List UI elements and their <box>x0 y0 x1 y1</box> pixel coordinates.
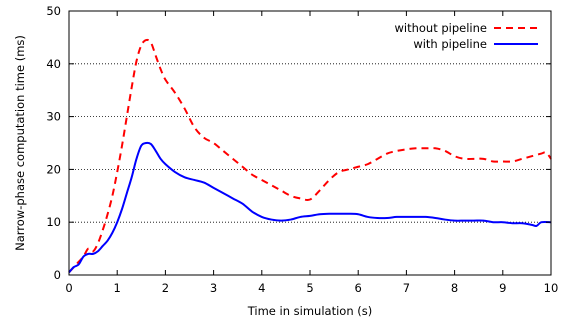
series-lines <box>68 38 552 274</box>
y-tick-label: 0 <box>54 268 61 282</box>
x-tick-label: 0 <box>65 281 72 295</box>
legend-label-with-pipeline: with pipeline <box>413 37 487 51</box>
legend: without pipeline with pipeline <box>394 21 538 51</box>
y-tick-label: 30 <box>46 110 61 124</box>
x-tick-label: 3 <box>210 281 217 295</box>
series-line-without-pipeline <box>68 38 552 274</box>
axis-ticks: 0 1 2 3 4 5 6 7 8 9 10 0 10 20 30 40 50 <box>46 4 558 295</box>
y-axis-label: Narrow-phase computation time (ms) <box>13 35 27 251</box>
y-tick-label: 20 <box>46 162 61 176</box>
x-tick-label: 8 <box>451 281 458 295</box>
x-axis-label: Time in simulation (s) <box>247 304 373 318</box>
y-tick-label: 50 <box>46 4 61 18</box>
x-tick-label: 4 <box>258 281 265 295</box>
y-tick-label: 40 <box>46 57 61 71</box>
legend-label-without-pipeline: without pipeline <box>394 21 487 35</box>
y-tick-label: 10 <box>46 215 61 229</box>
x-tick-label: 1 <box>114 281 121 295</box>
x-tick-label: 5 <box>306 281 313 295</box>
x-tick-label: 6 <box>355 281 362 295</box>
x-tick-label: 7 <box>403 281 410 295</box>
x-tick-label: 9 <box>499 281 506 295</box>
x-tick-label: 2 <box>162 281 169 295</box>
x-tick-label: 10 <box>544 281 559 295</box>
series-line-with-pipeline <box>68 141 552 274</box>
gridlines <box>69 63 551 223</box>
